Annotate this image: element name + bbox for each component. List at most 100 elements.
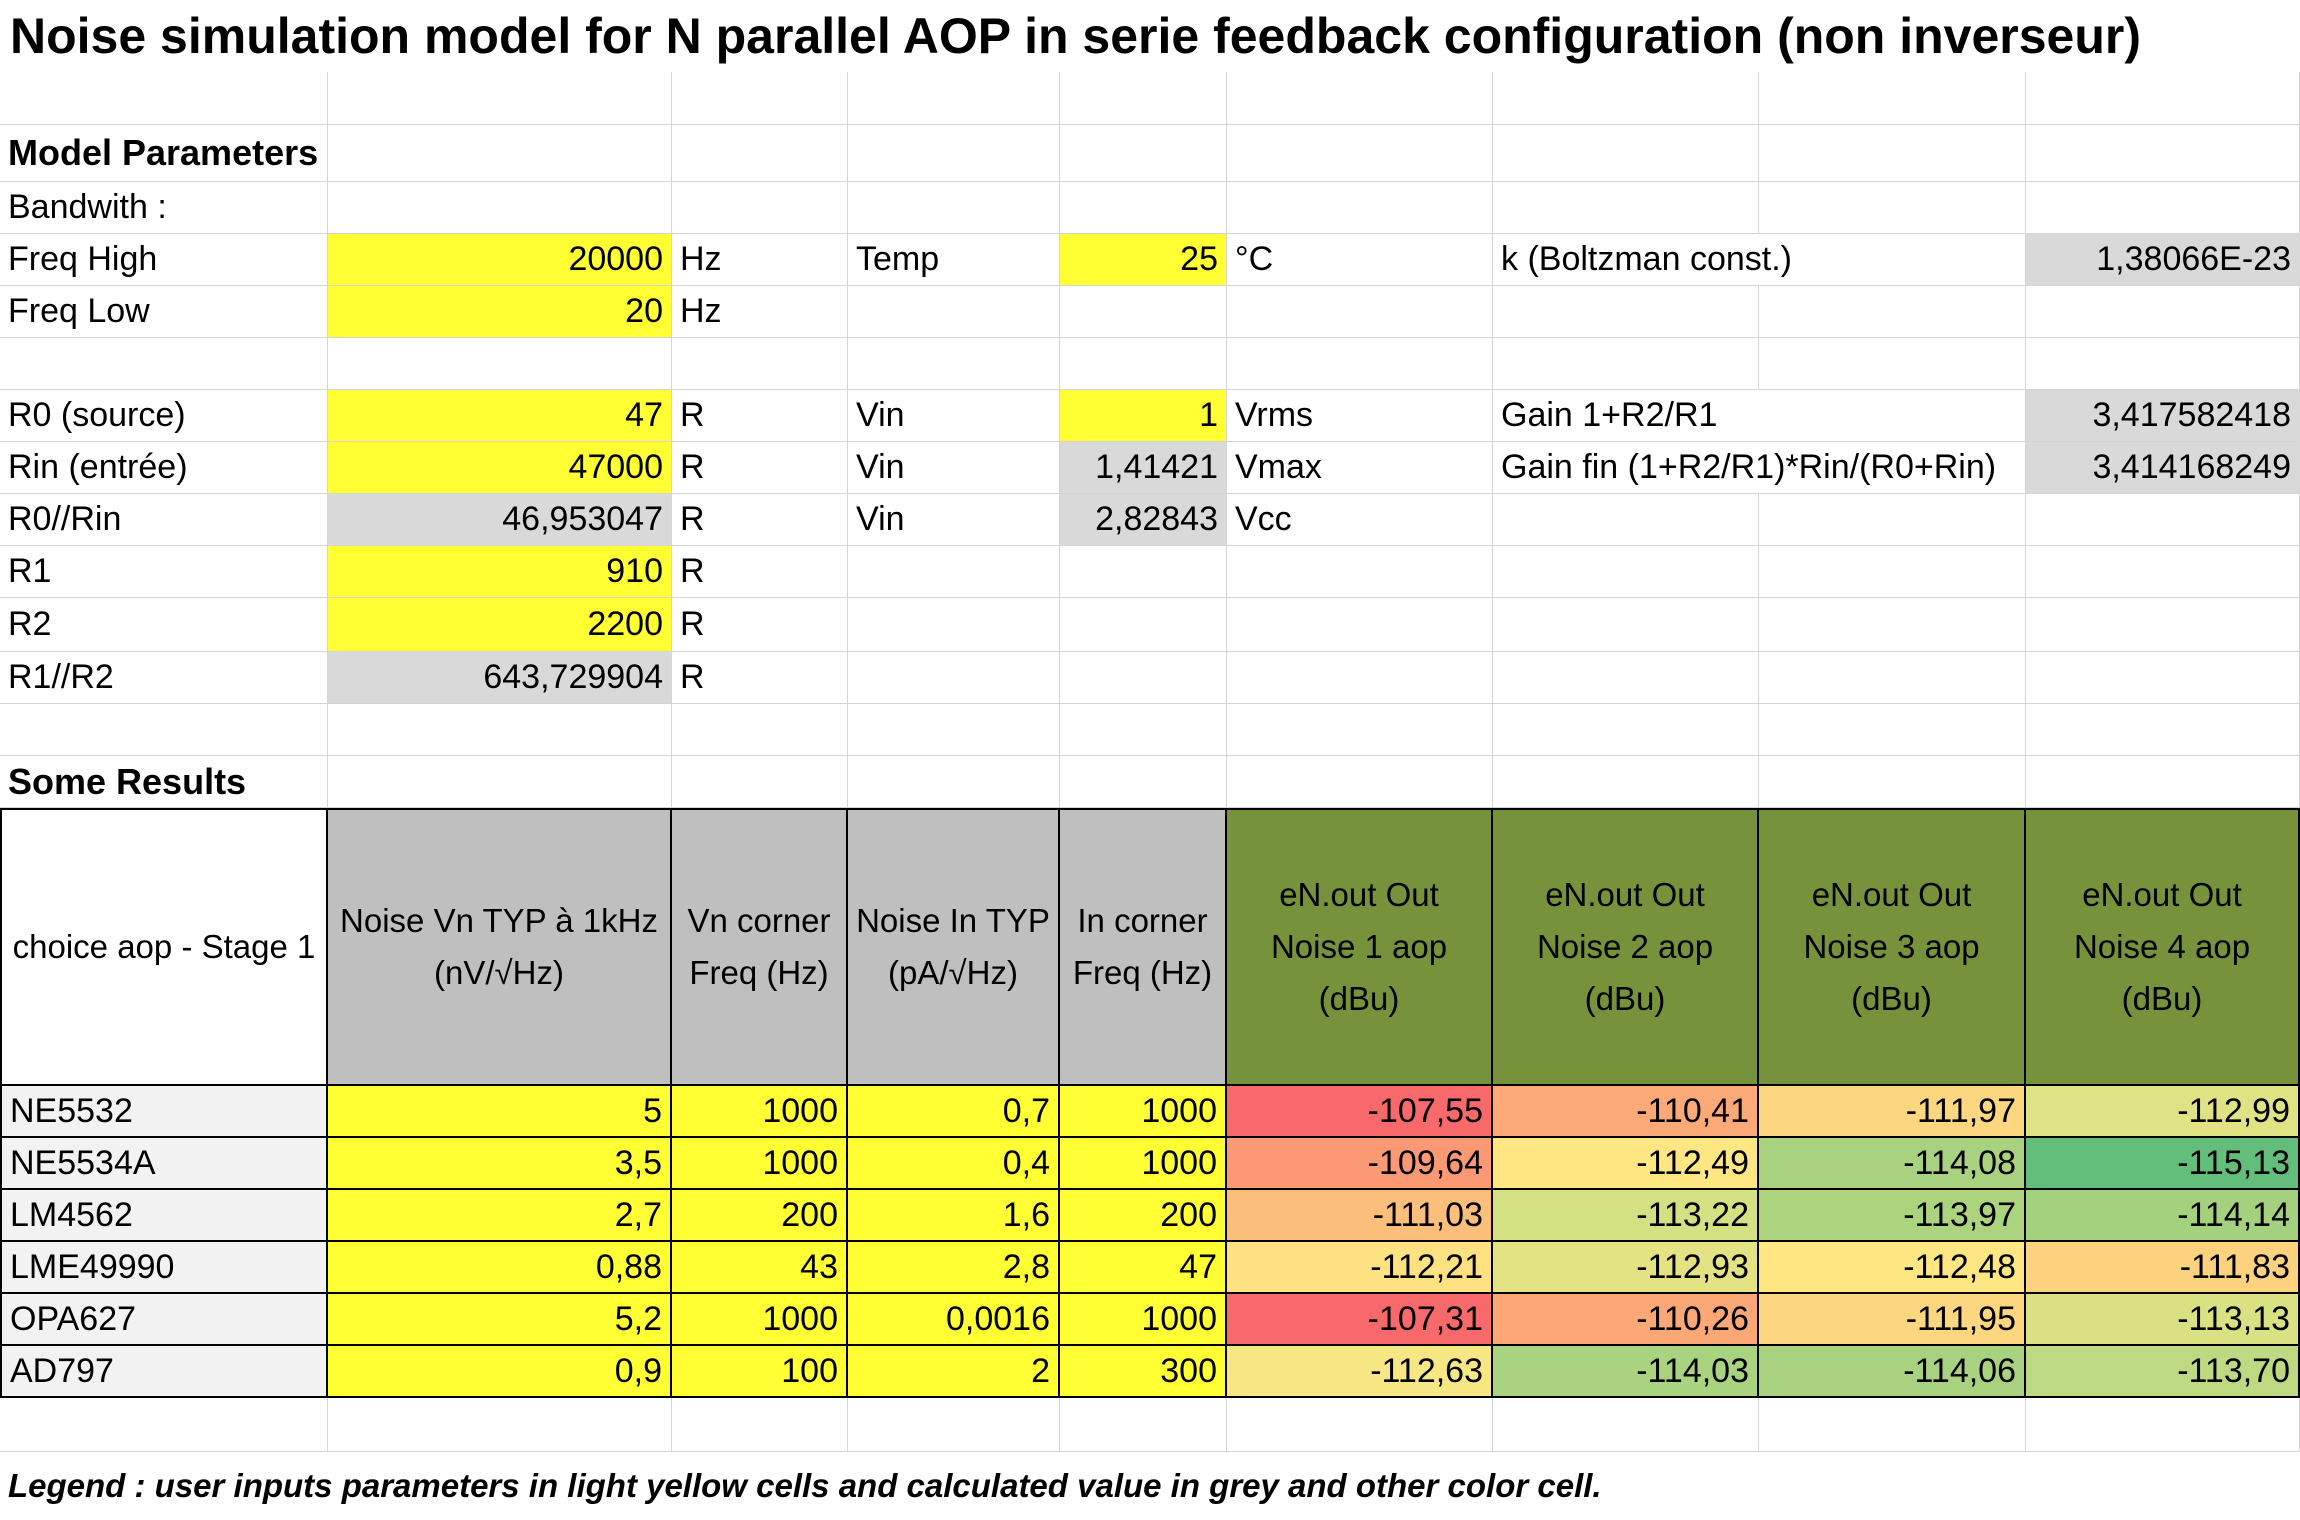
out-noise-1-aop[interactable]: -111,03 xyxy=(1227,1190,1493,1242)
aop-name[interactable]: LM4562 xyxy=(0,1190,328,1242)
vn-corner-input[interactable]: 1000 xyxy=(672,1294,848,1346)
grid-cell[interactable] xyxy=(328,338,672,390)
boltzmann-value[interactable]: 1,38066E-23 xyxy=(2026,234,2300,286)
out-noise-1-aop[interactable]: -107,55 xyxy=(1227,1086,1493,1138)
grid-cell[interactable] xyxy=(1493,125,1759,182)
r1-r2-value[interactable]: 643,729904 xyxy=(328,652,672,704)
grid-cell[interactable] xyxy=(1060,546,1227,598)
grid-cell[interactable] xyxy=(1060,652,1227,704)
out-noise-3-aop[interactable]: -111,97 xyxy=(1759,1086,2026,1138)
grid-cell[interactable] xyxy=(848,286,1060,338)
grid-cell[interactable] xyxy=(672,72,848,125)
out-noise-2-aop[interactable]: -112,93 xyxy=(1493,1242,1759,1294)
vn-corner-input[interactable]: 200 xyxy=(672,1190,848,1242)
vin-cc-label[interactable]: Vin xyxy=(848,494,1060,546)
r1-label[interactable]: R1 xyxy=(0,546,328,598)
vin-cc-value[interactable]: 2,82843 xyxy=(1060,494,1227,546)
in-corner-input[interactable]: 1000 xyxy=(1060,1086,1227,1138)
in-corner-input[interactable]: 47 xyxy=(1060,1242,1227,1294)
grid-cell[interactable] xyxy=(672,704,848,756)
out-noise-3-aop[interactable]: -114,06 xyxy=(1759,1346,2026,1398)
out-noise-3-aop[interactable]: -113,97 xyxy=(1759,1190,2026,1242)
grid-cell[interactable] xyxy=(1060,704,1227,756)
freq-low-input[interactable]: 20 xyxy=(328,286,672,338)
grid-cell[interactable] xyxy=(1493,598,1759,652)
grid-cell[interactable] xyxy=(328,756,672,808)
grid-cell[interactable] xyxy=(848,72,1060,125)
grid-cell[interactable] xyxy=(2026,546,2300,598)
out-noise-2-aop[interactable]: -114,03 xyxy=(1493,1346,1759,1398)
in-typ-input[interactable]: 2,8 xyxy=(848,1242,1060,1294)
out-noise-3-aop[interactable]: -114,08 xyxy=(1759,1138,2026,1190)
grid-cell[interactable] xyxy=(2026,182,2300,234)
grid-cell[interactable] xyxy=(328,125,672,182)
grid-cell[interactable] xyxy=(0,1398,328,1452)
grid-cell[interactable] xyxy=(1060,1398,1227,1452)
grid-cell[interactable] xyxy=(328,72,672,125)
vin-max-value[interactable]: 1,41421 xyxy=(1060,442,1227,494)
vn-typ-input[interactable]: 5,2 xyxy=(328,1294,672,1346)
grid-cell[interactable] xyxy=(2026,756,2300,808)
grid-cell[interactable] xyxy=(1060,286,1227,338)
grid-cell[interactable] xyxy=(2026,1398,2300,1452)
r2-unit[interactable]: R xyxy=(672,598,848,652)
grid-cell[interactable] xyxy=(1227,125,1493,182)
vin-rms-label[interactable]: Vin xyxy=(848,390,1060,442)
r0-label[interactable]: R0 (source) xyxy=(0,390,328,442)
out-noise-4-aop[interactable]: -112,99 xyxy=(2026,1086,2300,1138)
r0-rin-value[interactable]: 46,953047 xyxy=(328,494,672,546)
vin-max-unit[interactable]: Vmax xyxy=(1227,442,1493,494)
section-model-parameters[interactable]: Model Parameters xyxy=(0,125,328,182)
grid-cell[interactable] xyxy=(1493,652,1759,704)
grid-cell[interactable] xyxy=(1060,756,1227,808)
grid-cell[interactable] xyxy=(1227,598,1493,652)
grid-cell[interactable] xyxy=(1227,338,1493,390)
out-noise-4-aop[interactable]: -113,13 xyxy=(2026,1294,2300,1346)
aop-name[interactable]: OPA627 xyxy=(0,1294,328,1346)
grid-cell[interactable] xyxy=(2026,494,2300,546)
in-corner-input[interactable]: 1000 xyxy=(1060,1138,1227,1190)
grid-cell[interactable] xyxy=(1759,72,2026,125)
out-noise-2-aop[interactable]: -113,22 xyxy=(1493,1190,1759,1242)
grid-cell[interactable] xyxy=(0,338,328,390)
grid-cell[interactable] xyxy=(2026,125,2300,182)
in-typ-input[interactable]: 0,7 xyxy=(848,1086,1060,1138)
temp-unit[interactable]: °C xyxy=(1227,234,1493,286)
temp-input[interactable]: 25 xyxy=(1060,234,1227,286)
freq-low-label[interactable]: Freq Low xyxy=(0,286,328,338)
grid-cell[interactable] xyxy=(1759,756,2026,808)
gain-value[interactable]: 3,417582418 xyxy=(2026,390,2300,442)
grid-cell[interactable] xyxy=(2026,598,2300,652)
grid-cell[interactable] xyxy=(672,338,848,390)
grid-cell[interactable] xyxy=(848,125,1060,182)
grid-cell[interactable] xyxy=(848,546,1060,598)
gain-label[interactable]: Gain 1+R2/R1 xyxy=(1493,390,2026,442)
grid-cell[interactable] xyxy=(1759,494,2026,546)
in-corner-input[interactable]: 300 xyxy=(1060,1346,1227,1398)
in-corner-input[interactable]: 1000 xyxy=(1060,1294,1227,1346)
grid-cell[interactable] xyxy=(1759,338,2026,390)
grid-cell[interactable] xyxy=(1759,704,2026,756)
freq-high-unit[interactable]: Hz xyxy=(672,234,848,286)
vin-rms-input[interactable]: 1 xyxy=(1060,390,1227,442)
out-noise-1-aop[interactable]: -112,21 xyxy=(1227,1242,1493,1294)
r0-unit[interactable]: R xyxy=(672,390,848,442)
in-typ-input[interactable]: 0,0016 xyxy=(848,1294,1060,1346)
vn-corner-input[interactable]: 1000 xyxy=(672,1138,848,1190)
vin-cc-unit[interactable]: Vcc xyxy=(1227,494,1493,546)
vn-typ-input[interactable]: 0,88 xyxy=(328,1242,672,1294)
grid-cell[interactable] xyxy=(1759,286,2026,338)
out-noise-3-aop[interactable]: -111,95 xyxy=(1759,1294,2026,1346)
vn-typ-input[interactable]: 2,7 xyxy=(328,1190,672,1242)
grid-cell[interactable] xyxy=(848,182,1060,234)
out-noise-2-aop[interactable]: -112,49 xyxy=(1493,1138,1759,1190)
r1-input[interactable]: 910 xyxy=(328,546,672,598)
grid-cell[interactable] xyxy=(848,1398,1060,1452)
grid-cell[interactable] xyxy=(2026,652,2300,704)
out-noise-4-aop[interactable]: -114,14 xyxy=(2026,1190,2300,1242)
grid-cell[interactable] xyxy=(1060,125,1227,182)
grid-cell[interactable] xyxy=(848,756,1060,808)
grid-cell[interactable] xyxy=(2026,72,2300,125)
freq-low-unit[interactable]: Hz xyxy=(672,286,848,338)
grid-cell[interactable] xyxy=(848,338,1060,390)
